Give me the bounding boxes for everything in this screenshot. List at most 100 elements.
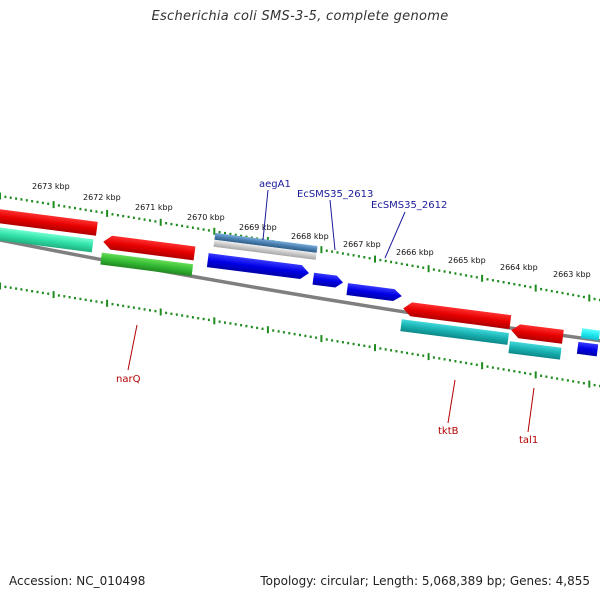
scale-minor-tick bbox=[491, 279, 494, 282]
scale-minor-tick bbox=[79, 207, 82, 211]
scale-minor-tick bbox=[63, 295, 66, 298]
scale-minor-tick bbox=[202, 317, 205, 321]
scale-major-tick bbox=[588, 380, 591, 388]
scale-minor-tick bbox=[507, 369, 510, 372]
leader-line bbox=[384, 211, 406, 259]
scale-label: 2673 kbp bbox=[32, 182, 70, 191]
scale-label: 2670 kbp bbox=[187, 213, 225, 222]
gene-label-tal1[interactable]: tal1 bbox=[519, 435, 538, 446]
scale-minor-tick bbox=[518, 283, 521, 287]
scale-minor-tick bbox=[406, 263, 409, 266]
scale-minor-tick bbox=[395, 261, 398, 265]
scale-minor-tick bbox=[540, 374, 543, 377]
scale-minor-tick bbox=[454, 272, 457, 275]
scale-minor-tick bbox=[207, 318, 210, 322]
scale-minor-tick bbox=[384, 348, 387, 351]
scale-minor-tick bbox=[502, 281, 505, 284]
scale-minor-tick bbox=[593, 297, 596, 301]
gene-label-narQ[interactable]: narQ bbox=[116, 374, 141, 385]
scale-minor-tick bbox=[282, 331, 285, 334]
gene-label-EcSMS35-2613[interactable]: EcSMS35_2613 bbox=[297, 189, 373, 200]
scale-minor-tick bbox=[47, 292, 50, 295]
scale-minor-tick bbox=[229, 232, 232, 236]
gene-label-EcSMS35-2612[interactable]: EcSMS35_2612 bbox=[371, 200, 447, 211]
scale-minor-tick bbox=[149, 219, 151, 222]
scale-major-tick bbox=[213, 227, 216, 235]
scale-minor-tick bbox=[127, 305, 130, 308]
scale-minor-tick bbox=[218, 320, 221, 323]
scale-label: 2666 kbp bbox=[396, 248, 434, 257]
scale-minor-tick bbox=[502, 368, 505, 371]
scale-minor-tick bbox=[336, 251, 339, 254]
scale-major-tick bbox=[159, 308, 162, 316]
scale-minor-tick bbox=[74, 206, 76, 210]
cds-EcSMS35-2612 bbox=[346, 283, 402, 301]
scale-minor-tick bbox=[368, 345, 371, 348]
scale-minor-tick bbox=[170, 222, 173, 226]
scale-minor-tick bbox=[240, 234, 243, 238]
scale-minor-tick bbox=[368, 257, 371, 260]
scale-minor-tick bbox=[357, 255, 360, 258]
scale-minor-tick bbox=[336, 340, 339, 343]
scale-minor-tick bbox=[299, 333, 301, 337]
scale-major-tick bbox=[427, 353, 430, 361]
scale-minor-tick bbox=[68, 206, 71, 209]
scale-minor-tick bbox=[197, 227, 200, 230]
scale-minor-tick bbox=[90, 299, 93, 302]
scale-minor-tick bbox=[68, 296, 71, 299]
scale-label: 2665 kbp bbox=[448, 256, 486, 265]
cds-tktB bbox=[403, 302, 512, 330]
scale-label: 2663 kbp bbox=[553, 270, 591, 279]
scale-minor-tick bbox=[31, 290, 34, 293]
scale-minor-tick bbox=[566, 379, 569, 382]
leader-line bbox=[447, 379, 456, 424]
scale-minor-tick bbox=[309, 335, 312, 338]
scale-minor-tick bbox=[416, 265, 419, 268]
scale-major-tick bbox=[320, 246, 323, 254]
scale-minor-tick bbox=[379, 347, 382, 350]
scale-label: 2672 kbp bbox=[83, 193, 121, 202]
scale-minor-tick bbox=[390, 260, 393, 264]
scale-minor-tick bbox=[111, 302, 114, 306]
scale-minor-tick bbox=[47, 202, 50, 205]
scale-minor-tick bbox=[138, 217, 141, 220]
scale-minor-tick bbox=[20, 198, 23, 201]
scale-minor-tick bbox=[331, 250, 334, 253]
scale-minor-tick bbox=[529, 372, 532, 376]
gene-label-tktB[interactable]: tktB bbox=[438, 426, 459, 437]
scale-major-tick bbox=[534, 371, 537, 379]
scale-minor-tick bbox=[90, 209, 93, 212]
scale-minor-tick bbox=[63, 205, 66, 208]
scale-minor-tick bbox=[132, 216, 135, 219]
scale-minor-tick bbox=[465, 274, 468, 277]
gene-label-aegA1[interactable]: aegA1 bbox=[259, 179, 291, 190]
scale-label: 2664 kbp bbox=[500, 263, 538, 272]
scale-minor-tick bbox=[352, 342, 355, 346]
scale-minor-tick bbox=[524, 284, 526, 288]
cog-bar-right-edge bbox=[580, 328, 600, 341]
scale-minor-tick bbox=[577, 381, 580, 384]
scale-minor-tick bbox=[224, 321, 226, 324]
scale-major-tick bbox=[588, 294, 591, 302]
scale-minor-tick bbox=[566, 292, 569, 296]
scale-minor-tick bbox=[181, 314, 184, 317]
scale-minor-tick bbox=[186, 315, 189, 318]
scale-minor-tick bbox=[390, 349, 393, 352]
cog-bar-left-edge bbox=[0, 225, 94, 253]
scale-minor-tick bbox=[250, 325, 253, 329]
scale-minor-tick bbox=[363, 256, 366, 259]
cds-tal1 bbox=[511, 324, 564, 344]
scale-minor-tick bbox=[315, 336, 318, 339]
scale-minor-tick bbox=[545, 375, 548, 378]
scale-minor-tick bbox=[556, 290, 559, 294]
scale-minor-tick bbox=[240, 324, 243, 327]
topology-text: Topology: circular; Length: 5,068,389 bp… bbox=[260, 574, 590, 588]
scale-minor-tick bbox=[545, 288, 548, 292]
scale-minor-tick bbox=[465, 361, 468, 365]
scale-minor-tick bbox=[74, 296, 76, 300]
scale-minor-tick bbox=[261, 327, 264, 330]
scale-minor-tick bbox=[149, 309, 151, 312]
scale-minor-tick bbox=[341, 341, 344, 344]
scale-minor-tick bbox=[341, 252, 344, 255]
scale-minor-tick bbox=[357, 343, 360, 347]
